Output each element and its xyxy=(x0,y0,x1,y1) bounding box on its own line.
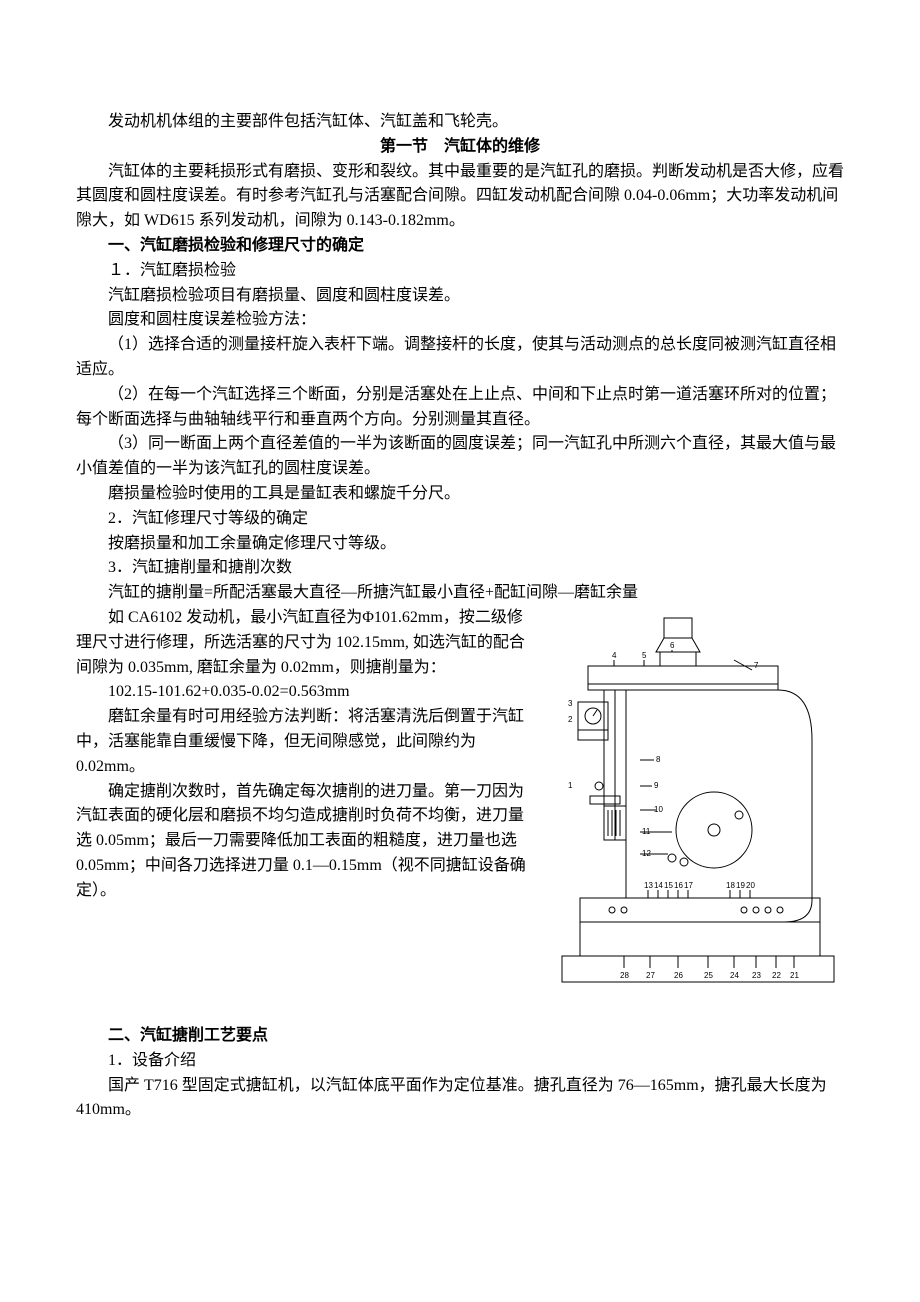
subheading-1-1: １．汽缸磨损检验 xyxy=(76,259,844,284)
figure-label: 20 xyxy=(746,881,755,890)
figure-label: 22 xyxy=(772,971,781,980)
figure-label: 27 xyxy=(646,971,655,980)
body-paragraph: 磨损量检验时使用的工具是量缸表和螺旋千分尺。 xyxy=(76,482,844,507)
figure-label: 2 xyxy=(568,715,573,724)
subheading-1-3: 3．汽缸搪削量和搪削次数 xyxy=(76,556,844,581)
overview-paragraph: 汽缸体的主要耗损形式有磨损、变形和裂纹。其中最重要的是汽缸孔的磨损。判断发动机是… xyxy=(76,160,844,234)
figure-label: 24 xyxy=(730,971,739,980)
figure-label: 1 xyxy=(568,781,573,790)
body-paragraph: （3）同一断面上两个直径差值的一半为该断面的圆度误差；同一汽缸孔中所测六个直径，… xyxy=(76,432,844,482)
body-paragraph: 国产 T716 型固定式搪缸机，以汽缸体底平面作为定位基准。搪孔直径为 76—1… xyxy=(76,1074,844,1124)
figure-label: 17 xyxy=(684,881,693,890)
section-title: 第一节 汽缸体的维修 xyxy=(76,135,844,160)
figure-label: 9 xyxy=(654,781,659,790)
figure-label: 19 xyxy=(736,881,745,890)
figure-label: 6 xyxy=(670,641,675,650)
body-paragraph: 汽缸的搪削量=所配活塞最大直径—所搪汽缸最小直径+配缸间隙—磨缸余量 xyxy=(76,581,844,606)
figure-label: 12 xyxy=(642,849,651,858)
subheading-2-1: 1．设备介绍 xyxy=(76,1049,844,1074)
heading-2: 二、汽缸搪削工艺要点 xyxy=(76,1024,844,1049)
figure-label: 11 xyxy=(642,827,651,836)
figure-label: 4 xyxy=(612,651,617,660)
figure-label: 28 xyxy=(620,971,629,980)
figure-label: 7 xyxy=(754,661,759,670)
figure-label: 5 xyxy=(642,651,647,660)
figure-label: 10 xyxy=(654,805,663,814)
figure-label: 18 xyxy=(726,881,735,890)
figure-label: 3 xyxy=(568,699,573,708)
subheading-1-2: 2．汽缸修理尺寸等级的确定 xyxy=(76,507,844,532)
body-paragraph: （2）在每一个汽缸选择三个断面，分别是活塞处在上止点、中间和下止点时第一道活塞环… xyxy=(76,383,844,433)
figure-label: 23 xyxy=(752,971,761,980)
figure-label: 8 xyxy=(656,755,661,764)
figure-label: 14 xyxy=(654,881,663,890)
boring-machine-figure: 4 5 6 7 3 2 1 8 9 10 11 12 13 14 15 16 1… xyxy=(544,610,844,1020)
figure-label: 15 xyxy=(664,881,673,890)
figure-wrap-block: 4 5 6 7 3 2 1 8 9 10 11 12 13 14 15 16 1… xyxy=(76,606,844,1024)
figure-label: 26 xyxy=(674,971,683,980)
figure-label: 21 xyxy=(790,971,799,980)
figure-label: 16 xyxy=(674,881,683,890)
body-paragraph: 按磨损量和加工余量确定修理尺寸等级。 xyxy=(76,532,844,557)
body-paragraph: （1）选择合适的测量接杆旋入表杆下端。调整接杆的长度，使其与活动测点的总长度同被… xyxy=(76,333,844,383)
heading-1: 一、汽缸磨损检验和修理尺寸的确定 xyxy=(76,234,844,259)
body-paragraph: 汽缸磨损检验项目有磨损量、圆度和圆柱度误差。 xyxy=(76,284,844,309)
intro-paragraph: 发动机机体组的主要部件包括汽缸体、汽缸盖和飞轮壳。 xyxy=(76,110,844,135)
figure-label: 13 xyxy=(644,881,653,890)
figure-label: 25 xyxy=(704,971,713,980)
body-paragraph: 圆度和圆柱度误差检验方法： xyxy=(76,308,844,333)
